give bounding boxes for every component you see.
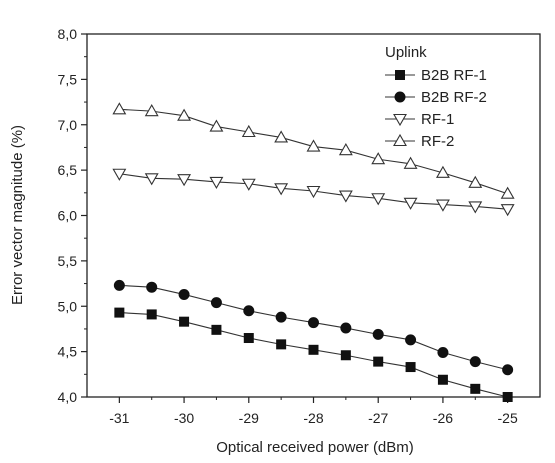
data-point [373,356,384,367]
series-rf-1 [112,168,515,217]
x-tick-label: -31 [109,410,129,426]
y-tick-label: 7,0 [58,117,78,133]
series-b2b-rf-2 [113,279,514,376]
y-tick-label: 4,5 [58,344,78,360]
legend: B2B RF-1 B2B RF-2 RF-1 RF-2 [385,67,487,150]
data-point [146,281,158,293]
legend-item: B2B RF-1 [385,67,487,84]
data-point [340,350,351,361]
data-point [338,190,353,203]
data-point [113,279,125,291]
data-point [435,199,450,212]
data-point [338,143,353,156]
data-point [469,356,481,368]
legend-marker [393,113,407,127]
data-point [502,364,514,376]
data-point [241,124,256,138]
data-point [468,201,483,214]
data-point [243,305,255,317]
axes: -31 -30 -29 -28 -27 -26 -25 4,0 4,5 5,0 5,5 6,0 6,5 7… [58,26,541,426]
data-point [274,130,289,143]
data-point [435,165,450,178]
data-point [372,328,384,340]
x-tick-label: -27 [368,410,388,426]
data-point [403,156,418,169]
data-point [112,102,127,115]
x-tick-label: -28 [303,410,323,426]
data-point [243,333,254,344]
data-point [468,175,483,188]
data-point [500,204,515,217]
y-tick-label: 5,0 [58,298,78,314]
series-rf-2 [112,102,515,199]
data-point [241,178,256,191]
x-tick-label: -30 [174,410,194,426]
data-point [179,316,190,327]
data-point [405,362,416,373]
legend-item: RF-1 [385,111,454,128]
data-point [146,309,157,320]
data-point [437,347,449,359]
data-point [276,339,287,350]
y-tick-label: 8,0 [58,26,78,42]
legend-label: RF-2 [421,133,454,150]
x-tick-label: -25 [498,410,518,426]
data-point [177,174,192,187]
x-tick-label: -29 [239,410,259,426]
y-tick-label: 6,5 [58,162,78,178]
legend-label: RF-1 [421,111,454,128]
data-point [275,311,287,323]
data-point [144,173,159,186]
data-point [340,322,352,334]
x-tick-label: -26 [433,410,453,426]
data-point [371,152,386,165]
legend-label: B2B RF-1 [421,67,487,84]
data-point [274,183,289,196]
legend-title: Uplink [385,44,427,61]
x-axis-title: Optical received power (dBm) [216,439,414,456]
data-point [306,139,321,152]
data-point [371,193,386,206]
y-axis-title: Error vector magnitude (%) [9,125,26,305]
data-point [112,168,127,181]
data-point [470,383,481,394]
series-b2b-rf-1 [114,307,513,402]
legend-marker [394,91,406,103]
data-point [210,297,222,309]
y-tick-label: 7,5 [58,71,78,87]
data-point [306,185,321,199]
data-point [437,374,448,385]
legend-item: B2B RF-2 [385,89,487,106]
data-point [502,392,513,402]
data-point [209,119,224,132]
data-point [114,307,125,318]
data-point [178,288,190,300]
legend-label: B2B RF-2 [421,89,487,106]
series-layer [112,102,515,402]
data-point [500,186,515,199]
data-point [209,176,224,190]
data-point [405,334,417,346]
y-tick-label: 5,5 [58,253,78,269]
data-point [403,197,418,210]
data-point [211,324,222,335]
y-tick-label: 4,0 [58,389,78,405]
data-point [308,317,319,329]
data-point [177,108,192,121]
legend-item: RF-2 [385,133,454,150]
legend-marker [393,133,407,147]
data-point [144,104,159,117]
legend-marker [395,70,405,80]
y-tick-label: 6,0 [58,208,78,224]
data-point [308,344,319,355]
